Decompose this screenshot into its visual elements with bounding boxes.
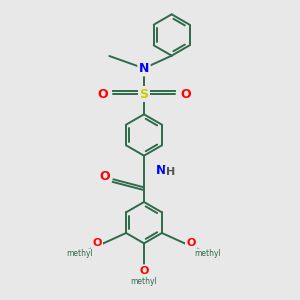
Text: methyl: methyl xyxy=(195,249,221,258)
Text: S: S xyxy=(140,88,148,100)
Text: O: O xyxy=(139,266,149,276)
Text: O: O xyxy=(180,88,191,100)
Text: methyl: methyl xyxy=(67,249,93,258)
Text: H: H xyxy=(166,167,175,177)
Text: N: N xyxy=(139,62,149,75)
Text: O: O xyxy=(186,238,196,248)
Text: O: O xyxy=(92,238,102,248)
Text: O: O xyxy=(97,88,108,100)
Text: O: O xyxy=(99,169,110,182)
Text: N: N xyxy=(156,164,166,178)
Text: methyl: methyl xyxy=(130,277,158,286)
